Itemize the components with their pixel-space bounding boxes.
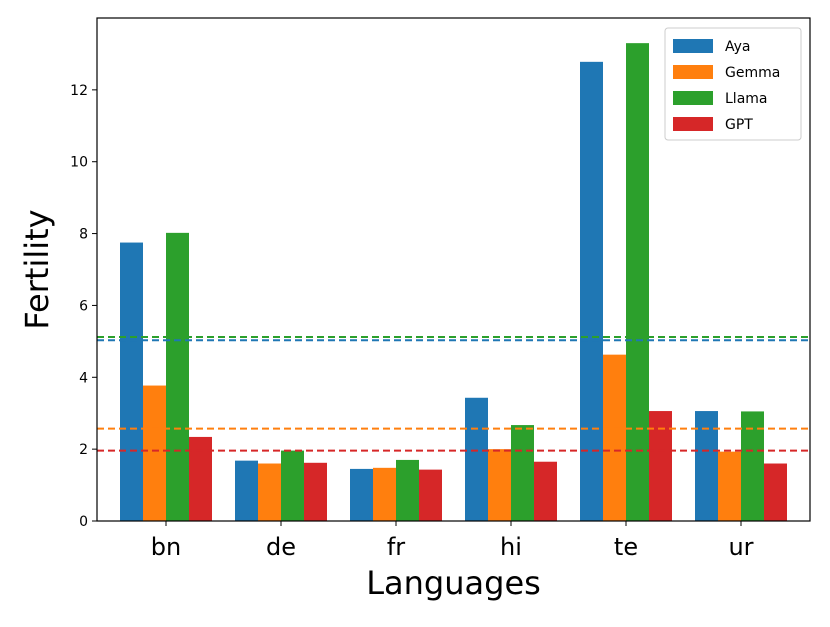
legend-swatch-aya	[673, 39, 713, 53]
bar-llama-bn	[166, 232, 189, 522]
bar-gemma-de	[258, 463, 281, 521]
x-tick-label-hi: hi	[500, 533, 522, 561]
bar-llama-hi	[511, 425, 534, 521]
x-axis-title: Languages	[366, 564, 541, 602]
legend-label-aya: Aya	[725, 39, 751, 55]
x-tick-label-de: de	[266, 533, 296, 561]
legend-label-gpt: GPT	[725, 117, 753, 133]
bar-gpt-de	[304, 462, 327, 521]
bar-llama-fr	[396, 459, 419, 521]
y-tick-label-10: 10	[70, 155, 88, 171]
x-tick-label-fr: fr	[387, 533, 405, 561]
bar-llama-ur	[741, 411, 764, 521]
bar-aya-de	[235, 460, 258, 521]
bar-gemma-fr	[373, 467, 396, 521]
bar-llama-te	[626, 43, 649, 522]
bar-gpt-ur	[764, 463, 787, 521]
legend-label-gemma: Gemma	[725, 65, 780, 81]
bar-llama-de	[281, 450, 304, 521]
bar-aya-ur	[695, 411, 718, 521]
y-tick-label-6: 6	[79, 298, 88, 314]
legend-label-llama: Llama	[725, 91, 768, 107]
bar-aya-hi	[465, 397, 488, 521]
bar-gpt-fr	[419, 469, 442, 521]
plot-frame	[96, 17, 811, 522]
bar-gemma-te	[603, 354, 626, 521]
legend: Aya Gemma Llama GPT	[664, 27, 802, 141]
bar-gpt-bn	[189, 436, 212, 521]
x-tick-label-ur: ur	[728, 533, 753, 561]
bar-aya-te	[580, 61, 603, 521]
bar-gemma-ur	[718, 451, 741, 521]
y-tick-label-8: 8	[79, 227, 88, 243]
bar-aya-bn	[120, 242, 143, 521]
reference-lines-layer	[97, 336, 810, 452]
x-axis-ticks: bn de fr hi te ur	[151, 521, 754, 561]
y-tick-label-12: 12	[70, 83, 88, 99]
y-axis-ticks: 0 2 4 6 8 10 12	[70, 83, 97, 530]
bar-aya-fr	[350, 468, 373, 521]
bar-gpt-hi	[534, 461, 557, 521]
x-tick-label-bn: bn	[151, 533, 181, 561]
y-axis-title: Fertility	[18, 209, 56, 329]
legend-swatch-gemma	[673, 65, 713, 79]
legend-swatch-llama	[673, 91, 713, 105]
y-tick-label-0: 0	[79, 514, 88, 530]
bar-gpt-te	[649, 411, 672, 521]
legend-swatch-gpt	[673, 117, 713, 131]
bar-gemma-hi	[488, 449, 511, 521]
bar-gemma-bn	[143, 385, 166, 521]
legend-box	[664, 27, 802, 141]
y-tick-label-4: 4	[79, 370, 88, 386]
x-tick-label-te: te	[614, 533, 638, 561]
y-tick-label-2: 2	[79, 442, 88, 458]
bars-layer	[120, 43, 787, 522]
